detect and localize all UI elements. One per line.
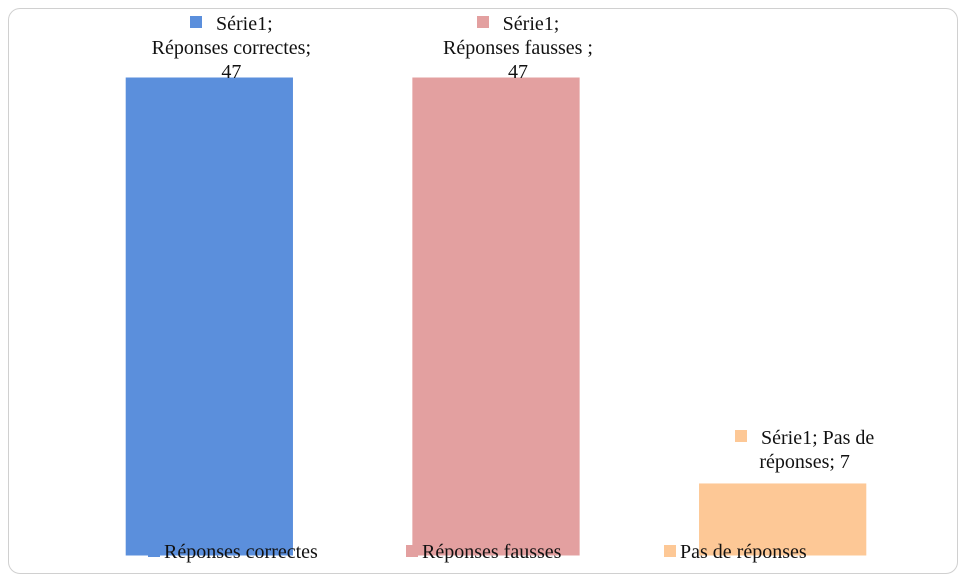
legend-item: Réponses fausses <box>406 540 561 564</box>
legend-item: Réponses correctes <box>148 540 318 564</box>
data-label: Série1; Pas de réponses; 7 <box>725 426 885 474</box>
legend-marker <box>664 545 676 557</box>
bar <box>125 77 293 556</box>
chart-frame <box>8 8 958 574</box>
data-label-marker <box>190 16 202 28</box>
legend-text: Réponses correctes <box>164 541 318 563</box>
data-label-text: Série1; Pas de réponses; 7 <box>759 426 875 473</box>
legend-item: Pas de réponses <box>664 540 807 564</box>
data-label-text: Série1; Réponses fausses ; 47 <box>443 13 593 83</box>
data-label-marker <box>735 429 747 442</box>
data-label: Série1; Réponses correctes; 47 <box>151 12 311 84</box>
bar <box>412 77 580 556</box>
legend-marker <box>148 545 160 557</box>
data-label: Série1; Réponses fausses ; 47 <box>438 12 598 84</box>
legend-text: Réponses fausses <box>422 541 562 563</box>
data-label-text: Série1; Réponses correctes; 47 <box>151 13 312 83</box>
data-label-marker <box>476 16 489 28</box>
bar <box>699 483 867 556</box>
legend-text: Pas de réponses <box>680 541 807 563</box>
legend-marker <box>406 545 418 557</box>
